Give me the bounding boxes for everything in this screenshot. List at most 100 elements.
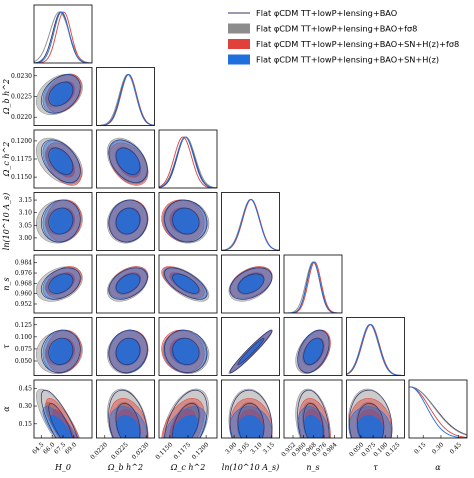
x-tick-label: 0.0220 (89, 441, 109, 461)
contour-line (115, 403, 141, 438)
legend-label: Flat φCDM TT+lowP+lensing+BAO+SN+H(z)+fσ… (256, 39, 459, 49)
y-tick-label: 0.100 (15, 334, 32, 341)
y-tick-label: 0.45 (19, 385, 33, 392)
x-axis-label-Ωbh2: Ω_b h^2 (107, 463, 143, 472)
diagonal-panel-Ωch2 (159, 136, 217, 188)
marginal-curve-Ωbh2 (96, 74, 155, 126)
contour-panel-ns-vs-Ωbh2 (107, 266, 149, 302)
diagonal-panel-ns (284, 261, 342, 313)
contour-panel-α-vs-τ (348, 388, 393, 438)
contour-panel-ns-vs-H0 (36, 266, 83, 302)
x-tick-label: 3.00 (224, 441, 239, 456)
y-axis-label-ns: n_s (2, 277, 11, 290)
x-tick-label: 0.45 (449, 441, 464, 456)
x-tick-label: 0.15 (413, 441, 428, 456)
contour-line (164, 267, 208, 300)
contour-line (349, 389, 393, 438)
marginal-curve-α (409, 386, 467, 436)
marginal-curve-ln(10^10 As) (221, 198, 280, 251)
contour-68-2 (171, 207, 199, 235)
contour-line (303, 337, 324, 365)
marginal-curve-Ωbh2 (96, 73, 155, 126)
x-tick-label: 0.1200 (191, 441, 211, 461)
x-axis-label-ns: n_s (306, 463, 319, 472)
x-tick-label: 0.0230 (131, 441, 151, 461)
contour-panel-α-vs-ns (295, 388, 331, 438)
contour-line (48, 337, 74, 365)
contour-line (229, 329, 273, 373)
x-tick-label: 0.125 (384, 441, 401, 458)
legend-swatch-fill (228, 39, 250, 49)
panel-frame (221, 379, 280, 439)
contour-line (357, 403, 385, 438)
y-tick-label: 0.968 (15, 280, 32, 287)
panel-frame (96, 129, 155, 189)
contour-line (115, 147, 141, 175)
x-tick-label: 0.1150 (154, 441, 174, 461)
contour-68-2 (303, 415, 324, 438)
contour-68-2 (49, 415, 74, 438)
contour-line (115, 273, 141, 294)
y-tick-label: 0.30 (19, 403, 33, 410)
contour-line (108, 199, 148, 243)
y-tick-label: 3.05 (19, 222, 33, 229)
panel-frame (96, 317, 155, 376)
marginal-curve-ns (284, 261, 342, 313)
contour-line (40, 139, 81, 183)
diagonal-panel-H0 (34, 11, 92, 63)
x-tick-label: 0.1175 (172, 441, 192, 461)
legend-swatch-fill (228, 23, 250, 34)
contour-line (164, 329, 208, 373)
contour-line (172, 207, 200, 235)
y-tick-label: 3.00 (19, 235, 33, 242)
y-axis-label-ln(10^10 As): ln(10^10 A_s) (2, 193, 11, 250)
y-tick-label: 0.952 (15, 301, 32, 308)
contour-line (108, 139, 148, 183)
contour-panel-α-vs-Ωch2 (161, 388, 210, 438)
contour-line (164, 389, 208, 438)
y-tick-label: 0.976 (15, 270, 32, 277)
y-tick-label: 0.1200 (11, 138, 32, 145)
contour-panel-α-vs-H0 (36, 388, 83, 438)
contour-line (108, 329, 148, 373)
marginal-curve-ns (284, 261, 342, 313)
marginal-curve-H0 (34, 11, 92, 63)
panel-frame (283, 254, 343, 314)
contour-68-2 (237, 415, 265, 438)
legend-label: Flat φCDM TT+lowP+lensing+BAO+fσ8 (256, 24, 417, 34)
contour-panel-Ωch2-vs-Ωbh2 (107, 137, 149, 186)
marginal-curve-Ωbh2 (96, 73, 155, 126)
contour-line (40, 267, 81, 300)
x-tick-label: 69.0 (64, 441, 79, 456)
x-tick-label: 3.15 (262, 441, 277, 456)
legend-swatch-fill (228, 54, 250, 65)
contour-line (229, 267, 273, 300)
x-axis-label-Ωch2: Ω_c h^2 (170, 463, 206, 472)
contour-panel-ns-vs-Ωch2 (161, 266, 210, 302)
panel-frame (408, 379, 468, 439)
contour-panel-τ-vs-H0 (36, 329, 83, 374)
panel-frame (346, 379, 405, 439)
contour-line (297, 329, 330, 373)
panel-frame (96, 192, 155, 251)
contour-panel-τ-vs-Ωch2 (161, 329, 210, 374)
contour-line (237, 403, 265, 438)
y-tick-label: 0.984 (15, 260, 32, 267)
marginal-curve-H0 (34, 11, 92, 63)
contour-line (40, 329, 81, 373)
x-axis-label-ln(10^10 As): ln(10^10 A_s) (222, 463, 279, 472)
marginal-curve-H0 (34, 11, 92, 63)
contour-line (48, 207, 74, 235)
panel-frame (346, 317, 405, 376)
diagonal-panel-τ (346, 323, 405, 376)
contour-line (115, 337, 141, 365)
legend: Flat φCDM TT+lowP+lensing+BAO Flat φCDM T… (228, 8, 459, 65)
contour-line (164, 199, 208, 243)
marginal-curve-α (409, 386, 467, 436)
contour-line (40, 389, 81, 438)
contour-panel-τ-vs-ns (295, 329, 331, 374)
contour-panel-Ωch2-vs-H0 (36, 137, 83, 186)
y-axis-label-Ωch2: Ω_c h^2 (2, 142, 11, 178)
panel-frame (33, 4, 93, 64)
